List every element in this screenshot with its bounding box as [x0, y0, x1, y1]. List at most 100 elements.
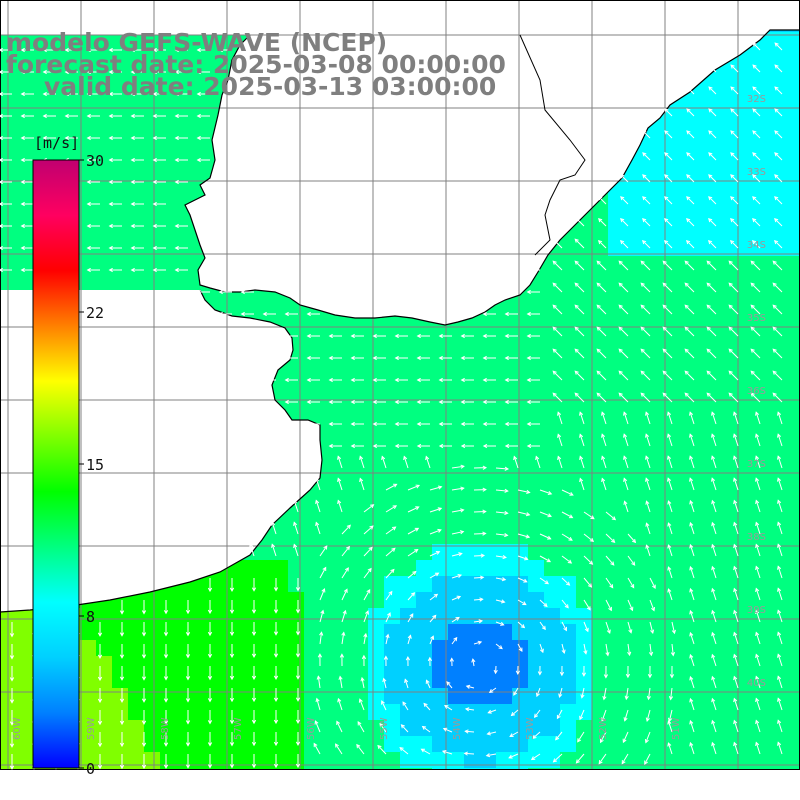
- field-cell: [320, 688, 337, 705]
- field-cell: [448, 576, 465, 593]
- field-cell: [624, 336, 641, 353]
- field-cell: [768, 544, 785, 561]
- wind-arrow: [772, 348, 783, 359]
- field-cell: [128, 32, 145, 49]
- field-cell: [384, 480, 401, 497]
- wind-arrow: [664, 152, 673, 161]
- wind-arrow: [429, 550, 441, 557]
- wind-arrow: [427, 656, 433, 667]
- wind-arrow: [667, 742, 673, 755]
- field-cell: [640, 352, 657, 369]
- wind-arrow: [517, 577, 528, 583]
- wind-arrow: [623, 455, 629, 469]
- wind-arrow: [649, 577, 656, 590]
- wind-arrow: [557, 411, 563, 425]
- wind-arrow: [359, 455, 365, 469]
- field-cell: [80, 608, 97, 625]
- wind-arrow: [341, 545, 351, 557]
- field-cell: [768, 576, 785, 593]
- wind-arrow: [711, 543, 717, 557]
- field-cell: [320, 704, 337, 721]
- wind-arrow: [664, 196, 673, 205]
- wind-arrow: [642, 174, 651, 183]
- wind-arrow: [273, 710, 279, 725]
- wind-arrow: [561, 621, 567, 632]
- wind-arrow: [605, 599, 612, 612]
- field-cell: [400, 496, 417, 513]
- field-cell: [496, 384, 513, 401]
- field-cell: [784, 96, 800, 113]
- wind-arrow: [620, 196, 629, 205]
- wind-arrow: [207, 644, 213, 659]
- field-cell: [192, 752, 209, 769]
- lon-label: 58W: [160, 717, 171, 740]
- field-cell: [112, 32, 129, 49]
- field-cell: [768, 176, 785, 193]
- wind-arrow: [0, 157, 12, 163]
- wind-arrow: [0, 47, 12, 53]
- field-cell: [672, 368, 689, 385]
- valid-date: valid date: 2025-03-13 03:00:00: [44, 72, 497, 101]
- lon-label: 53W: [525, 717, 536, 740]
- wind-arrow: [645, 433, 651, 447]
- field-cell: [80, 128, 97, 145]
- wind-arrow: [295, 666, 301, 680]
- wind-arrow: [473, 487, 487, 492]
- field-cell: [256, 560, 273, 577]
- field-cell: [560, 752, 577, 769]
- wind-arrow: [642, 130, 651, 139]
- wind-arrow: [618, 282, 629, 293]
- field-cell: [96, 128, 113, 145]
- wind-arrow: [108, 91, 122, 97]
- wind-arrow: [141, 754, 147, 770]
- wind-arrow: [328, 377, 342, 383]
- field-cell: [384, 384, 401, 401]
- field-cell: [752, 112, 769, 129]
- wind-arrow: [240, 289, 254, 295]
- wind-arrow: [86, 47, 100, 53]
- wind-arrow: [662, 348, 673, 359]
- field-cell: [512, 656, 529, 673]
- field-cell: [464, 464, 481, 481]
- wind-arrow: [504, 421, 518, 427]
- field-cell: [496, 736, 513, 753]
- field-cell: [752, 208, 769, 225]
- field-cell: [672, 736, 689, 753]
- wind-arrow: [559, 665, 565, 677]
- field-cell: [64, 128, 81, 145]
- field-cell: [640, 224, 657, 241]
- field-cell: [416, 624, 433, 641]
- wind-arrow: [517, 555, 529, 561]
- field-cell: [96, 64, 113, 81]
- field-cell: [64, 32, 81, 49]
- field-cell: [784, 656, 800, 673]
- wind-arrow: [627, 643, 632, 657]
- field-cell: [208, 656, 225, 673]
- wind-arrow: [20, 91, 34, 97]
- wind-arrow: [262, 311, 276, 317]
- wind-arrow: [315, 521, 321, 535]
- field-cell: [784, 128, 800, 145]
- field-cell: [160, 640, 177, 657]
- field-cell: [576, 528, 593, 545]
- wind-arrow: [552, 304, 563, 315]
- field-cell: [752, 128, 769, 145]
- wind-arrow: [689, 697, 695, 711]
- wind-arrow: [711, 675, 717, 689]
- wind-arrow: [708, 64, 717, 73]
- field-cell: [704, 272, 721, 289]
- field-cell: [736, 144, 753, 161]
- field-cell: [592, 576, 609, 593]
- wind-arrow: [350, 421, 364, 427]
- wind-arrow: [667, 411, 673, 425]
- field-cell: [768, 496, 785, 513]
- field-cell: [544, 256, 561, 273]
- field-cell: [512, 480, 529, 497]
- wind-arrow: [603, 665, 609, 679]
- field-cell: [624, 192, 641, 209]
- field-cell: [448, 560, 465, 577]
- field-cell: [704, 480, 721, 497]
- wind-arrow: [733, 697, 739, 711]
- field-cell: [736, 528, 753, 545]
- wind-arrow: [315, 499, 321, 513]
